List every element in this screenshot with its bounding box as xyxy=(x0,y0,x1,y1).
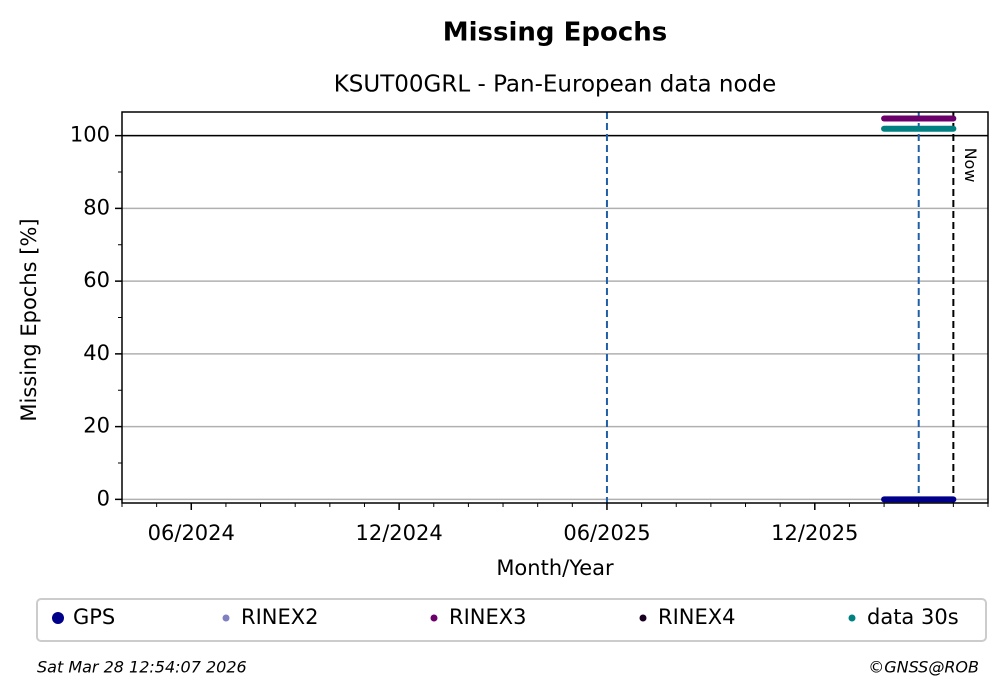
y-tick-label: 40 xyxy=(83,341,110,365)
legend-marker xyxy=(222,614,230,622)
x-tick-label: 12/2024 xyxy=(355,521,442,545)
timestamp: Sat Mar 28 12:54:07 2026 xyxy=(37,658,247,677)
now-label: Now xyxy=(961,148,980,183)
legend-marker xyxy=(848,614,856,622)
legend-box xyxy=(36,598,987,642)
x-axis-label: Month/Year xyxy=(496,556,614,580)
y-tick-label: 100 xyxy=(70,123,110,147)
legend-label: data 30s xyxy=(867,605,959,629)
y-tick-label: 80 xyxy=(83,195,110,219)
x-tick-label: 06/2024 xyxy=(148,521,235,545)
legend-marker xyxy=(52,612,64,624)
y-tick-label: 0 xyxy=(97,486,110,510)
chart-title: Missing Epochs xyxy=(443,18,667,48)
x-tick-label: 06/2025 xyxy=(563,521,650,545)
x-tick-label: 12/2025 xyxy=(771,521,858,545)
legend-label: RINEX3 xyxy=(449,605,527,629)
legend-marker xyxy=(639,614,647,622)
y-axis-label: Missing Epochs [%] xyxy=(17,218,41,421)
legend-label: RINEX2 xyxy=(241,605,319,629)
chart-subtitle: KSUT00GRL - Pan-European data node xyxy=(334,72,777,98)
plot-frame xyxy=(121,111,989,504)
legend-label: RINEX4 xyxy=(658,605,736,629)
y-tick-label: 60 xyxy=(83,268,110,292)
legend-label: GPS xyxy=(73,605,115,629)
y-tick-label: 20 xyxy=(83,414,110,438)
legend-marker xyxy=(430,614,438,622)
credit: ©GNSS@ROB xyxy=(868,658,979,677)
